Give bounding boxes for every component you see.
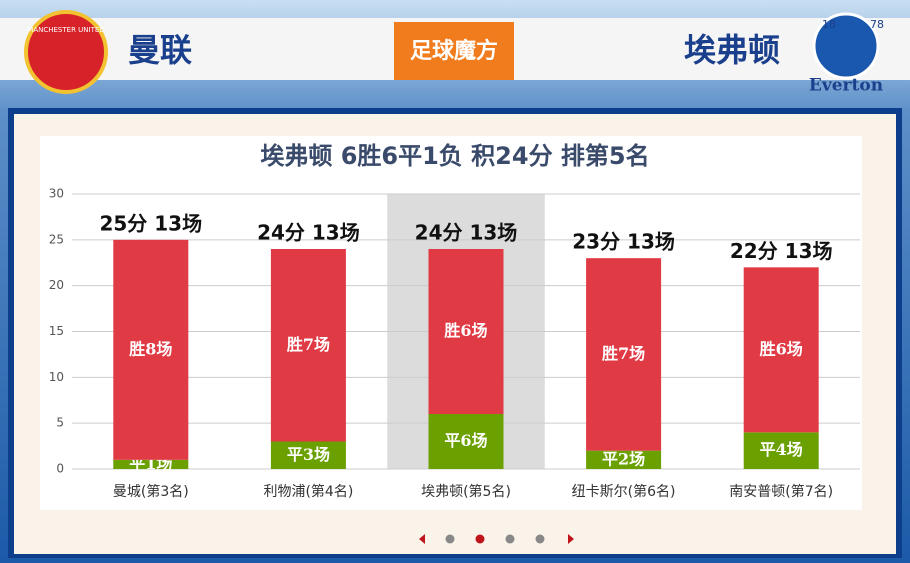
value-label: 平4场 <box>760 440 803 459</box>
value-label: 胜6场 <box>760 339 803 358</box>
brand: 足球魔方 <box>410 38 498 64</box>
bar-segment <box>113 459 189 469</box>
y-tick-label: 5 <box>56 416 64 430</box>
chart-title: 埃弗顿 6胜6平1负 积24分 排第5名 <box>260 142 649 170</box>
away-badge-text: Everton <box>809 76 883 96</box>
page-dot[interactable] <box>505 534 515 544</box>
value-label: 胜8场 <box>129 339 172 358</box>
bar-segment <box>586 450 662 469</box>
y-tick-label: 0 <box>56 462 64 476</box>
page-dot[interactable] <box>535 534 545 544</box>
value-label: 平3场 <box>287 445 330 464</box>
value-label: 胜7场 <box>602 344 645 363</box>
away-logo <box>812 12 880 80</box>
page-dot[interactable] <box>475 534 485 544</box>
value-label: 平2场 <box>602 449 645 468</box>
bar-segment <box>428 249 504 414</box>
bar-segment <box>113 239 189 460</box>
value-label: 平6场 <box>444 431 487 450</box>
bar-segment <box>743 267 819 433</box>
bar-segment <box>428 414 504 469</box>
y-tick-label: 15 <box>49 324 64 338</box>
x-tick-label: 曼城(第3名) <box>113 483 189 500</box>
home-logo <box>24 10 108 94</box>
y-tick-label: 10 <box>49 370 64 384</box>
away-year: 78 <box>870 18 884 31</box>
away-team: 埃弗顿 <box>684 31 780 69</box>
total-label: 24分 13场 <box>415 221 518 245</box>
home-team: 曼联 <box>128 31 192 69</box>
x-tick-label: 纽卡斯尔(第6名) <box>572 483 676 500</box>
home-badge-text: MANCHESTER UNITED <box>27 26 104 34</box>
bar-segment <box>586 258 662 451</box>
y-tick-label: 25 <box>49 232 64 246</box>
brand-logo <box>394 22 514 80</box>
x-tick-label: 埃弗顿(第5名) <box>421 483 511 500</box>
y-tick-label: 30 <box>49 187 64 201</box>
bar-segment <box>743 432 819 469</box>
total-label: 23分 13场 <box>572 230 675 254</box>
next-arrow[interactable] <box>568 534 574 544</box>
x-tick-label: 利物浦(第4名) <box>263 483 353 500</box>
value-label: 胜6场 <box>444 321 487 340</box>
away-year: 18 <box>822 18 836 31</box>
bar-segment <box>270 249 346 442</box>
page-dot[interactable] <box>445 534 455 544</box>
total-label: 25分 13场 <box>99 211 202 235</box>
prev-arrow[interactable] <box>419 534 425 544</box>
value-label: 胜7场 <box>287 335 330 354</box>
y-tick-label: 20 <box>49 278 64 292</box>
total-label: 24分 13场 <box>257 221 360 245</box>
bar-segment <box>270 441 346 469</box>
x-tick-label: 南安普顿(第7名) <box>729 483 833 500</box>
total-label: 22分 13场 <box>730 239 833 263</box>
